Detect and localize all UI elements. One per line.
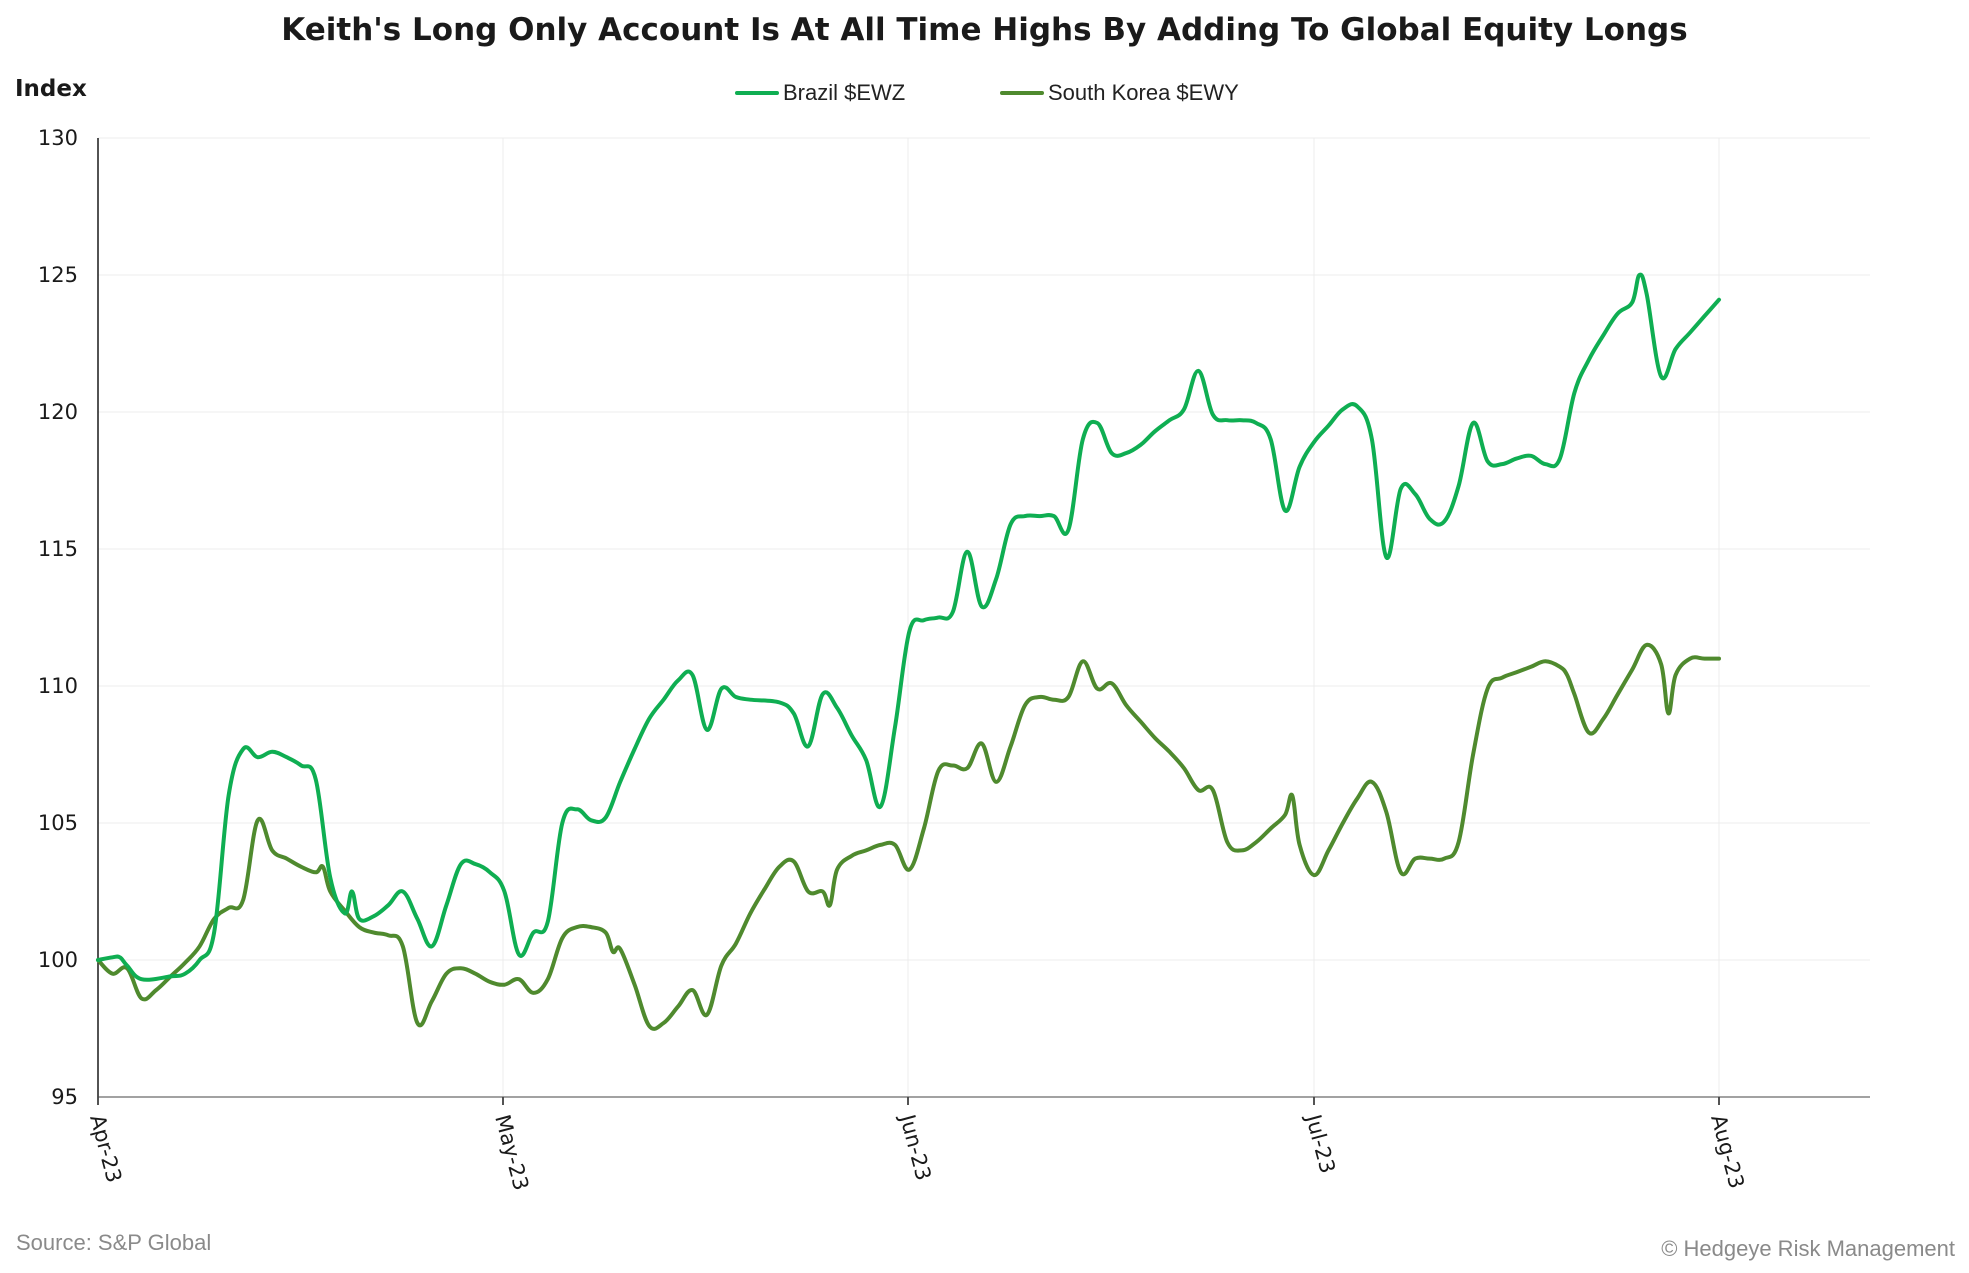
legend-item-south-korea: South Korea $EWY xyxy=(1000,80,1239,106)
y-tick-label: 130 xyxy=(38,126,78,150)
legend: Brazil $EWZ South Korea $EWY xyxy=(0,80,1969,110)
series-line-brazil xyxy=(96,272,1721,982)
y-tick-labels: 95 100 105 110 115 120 125 130 xyxy=(38,126,78,1109)
y-tick-label: 115 xyxy=(38,537,78,561)
y-tick-label: 120 xyxy=(38,400,78,424)
y-tick-label: 95 xyxy=(51,1085,78,1109)
legend-swatch-brazil xyxy=(735,91,779,95)
copyright-note: © Hedgeye Risk Management xyxy=(1661,1236,1955,1261)
series-line-south-korea xyxy=(96,642,1721,1031)
grid-lines xyxy=(98,137,1870,1097)
axes xyxy=(97,138,1870,1105)
x-tick-label: Jun-23 xyxy=(895,1110,936,1183)
legend-label-south-korea: South Korea $EWY xyxy=(1048,80,1239,105)
y-axis-label: Index xyxy=(15,76,87,102)
x-tick-label: Aug-23 xyxy=(1706,1112,1749,1191)
y-tick-label: 125 xyxy=(38,263,78,287)
series-lines xyxy=(96,272,1721,1031)
y-tick-label: 110 xyxy=(38,674,78,698)
y-tick-label: 105 xyxy=(38,811,78,835)
legend-item-brazil: Brazil $EWZ xyxy=(735,80,905,106)
source-note: Source: S&P Global xyxy=(16,1230,212,1255)
legend-swatch-south-korea xyxy=(1000,91,1044,95)
x-tick-label: Jul-23 xyxy=(1301,1110,1340,1176)
x-tick-labels: Apr-23 May-23 Jun-23 Jul-23 Aug-23 xyxy=(85,1110,1749,1193)
x-tick-label: May-23 xyxy=(490,1112,533,1193)
chart-title: Keith's Long Only Account Is At All Time… xyxy=(281,12,1688,48)
y-tick-label: 100 xyxy=(38,948,78,972)
legend-label-brazil: Brazil $EWZ xyxy=(783,80,906,105)
x-tick-label: Apr-23 xyxy=(85,1112,126,1185)
